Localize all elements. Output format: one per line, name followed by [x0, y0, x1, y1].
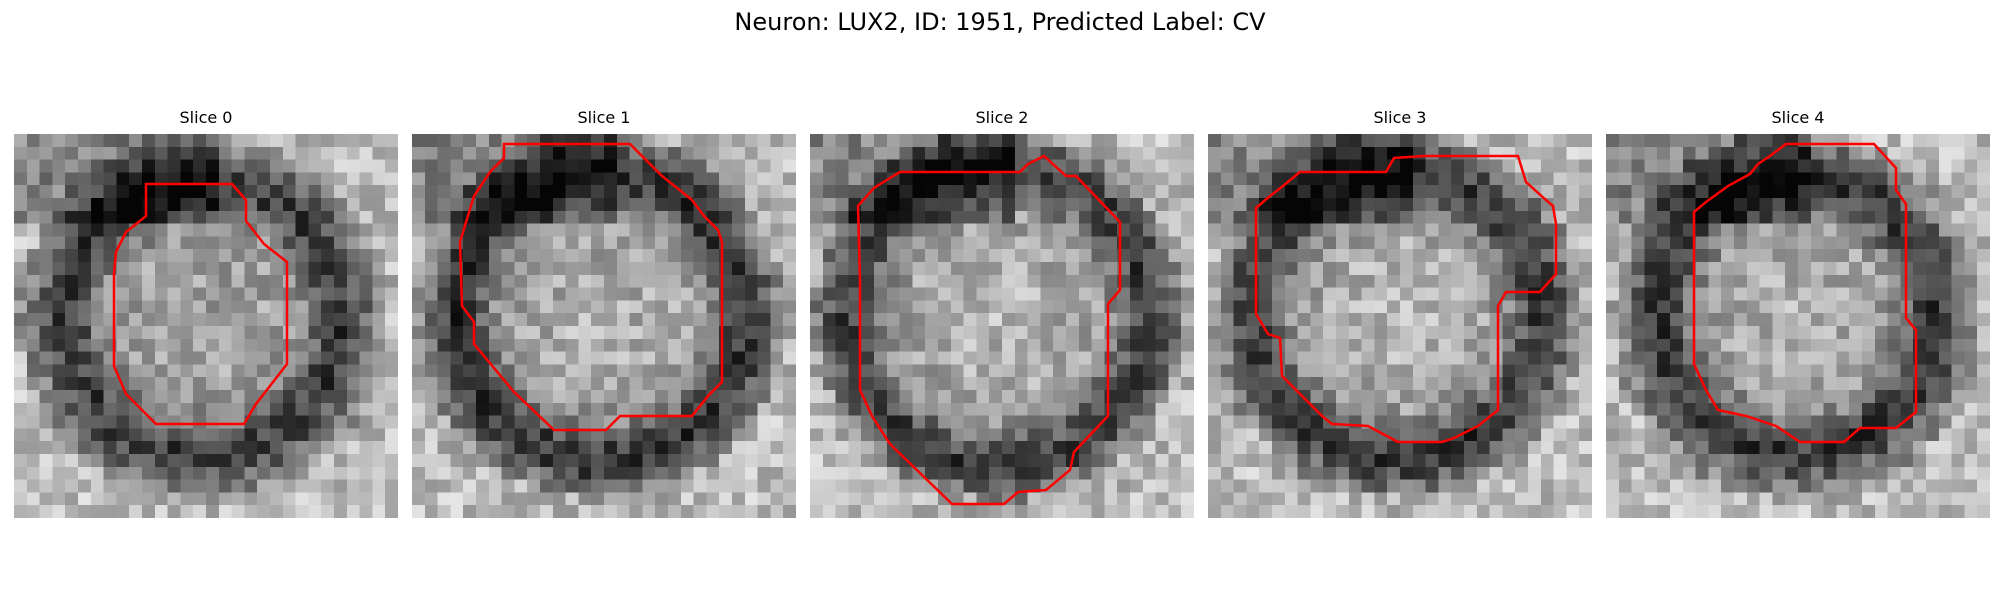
slice-image-0 — [14, 134, 398, 518]
neuron-contour-1 — [458, 142, 724, 432]
contour-overlay-4 — [1692, 142, 1918, 444]
neuron-contour-4 — [1692, 142, 1918, 444]
slice-title-3: Slice 3 — [1373, 108, 1427, 127]
neuron-contour-2 — [856, 154, 1122, 506]
slice-title-4: Slice 4 — [1771, 108, 1825, 127]
slice-panel-1: Slice 1 — [412, 108, 796, 518]
contour-overlay-2 — [856, 154, 1122, 506]
slice-panel-4: Slice 4 — [1606, 108, 1990, 518]
contour-overlay-0 — [112, 182, 289, 426]
figure-title: Neuron: LUX2, ID: 1951, Predicted Label:… — [734, 8, 1266, 36]
slice-image-1 — [412, 134, 796, 518]
grayscale-image-3 — [1208, 134, 1592, 518]
slice-panel-3: Slice 3 — [1208, 108, 1592, 518]
contour-overlay-1 — [458, 142, 724, 432]
neuron-contour-3 — [1254, 154, 1558, 444]
slice-panel-2: Slice 2 — [810, 108, 1194, 518]
slice-image-3 — [1208, 134, 1592, 518]
slice-title-2: Slice 2 — [975, 108, 1029, 127]
grayscale-image-2 — [810, 134, 1194, 518]
neuron-contour-0 — [112, 182, 289, 426]
slice-title-0: Slice 0 — [179, 108, 233, 127]
slice-image-2 — [810, 134, 1194, 518]
grayscale-image-1 — [412, 134, 796, 518]
slice-title-1: Slice 1 — [577, 108, 631, 127]
slice-image-4 — [1606, 134, 1990, 518]
grayscale-image-4 — [1606, 134, 1990, 518]
grayscale-image-0 — [14, 134, 398, 518]
slice-panel-0: Slice 0 — [14, 108, 398, 518]
contour-overlay-3 — [1254, 154, 1558, 444]
